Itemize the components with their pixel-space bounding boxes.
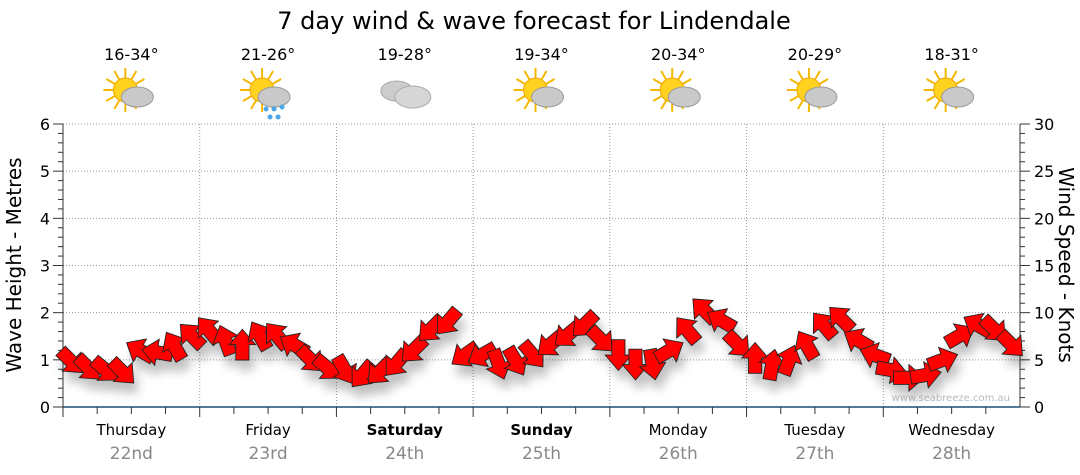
cloud-shape xyxy=(941,86,975,108)
y2-tick-label: 25 xyxy=(1034,162,1054,181)
wind-arrow xyxy=(942,323,975,350)
wind-arrow xyxy=(179,323,208,352)
y-tick-label: 6 xyxy=(40,115,50,134)
rain-drop xyxy=(279,104,285,110)
rain-drop xyxy=(263,106,269,112)
wind-arrow xyxy=(652,338,684,365)
cloud-shape xyxy=(804,86,838,108)
y2-tick-label: 10 xyxy=(1034,304,1054,323)
wind-arrow xyxy=(758,348,787,382)
wind-arrow xyxy=(676,317,703,347)
wind-arrow xyxy=(585,323,613,352)
day-name: Sunday xyxy=(510,421,573,439)
day-name: Thursday xyxy=(95,421,166,439)
day-temperature: 19-34° xyxy=(514,45,569,64)
sun-cloud-icon xyxy=(513,68,564,112)
rain-drop xyxy=(271,106,277,112)
cloud-shape xyxy=(120,86,154,108)
day-name: Monday xyxy=(649,421,708,439)
y2-tick-label: 30 xyxy=(1034,115,1054,134)
sun-cloud-rain-icon xyxy=(240,68,291,120)
wind-arrow xyxy=(604,339,633,372)
wind-arrow xyxy=(106,355,135,384)
wind-arrow xyxy=(978,313,1006,341)
wind-arrow xyxy=(436,305,464,335)
day-temperature: 20-29° xyxy=(788,45,843,64)
cloud-shape xyxy=(667,86,701,108)
cloud-shape xyxy=(531,86,564,108)
y-tick-label: 3 xyxy=(40,257,50,276)
y-axis-label: Wave Height - Metres xyxy=(2,157,26,372)
sun-cloud-icon xyxy=(103,68,154,112)
wind-arrow xyxy=(55,345,83,374)
y-tick-label: 2 xyxy=(40,304,50,323)
sun-cloud-icon xyxy=(650,68,701,112)
wind-arrow xyxy=(401,334,430,362)
day-date: 26th xyxy=(659,444,698,464)
day-date: 22nd xyxy=(110,444,153,464)
day-date: 28th xyxy=(932,444,971,464)
wind-arrow xyxy=(859,341,892,369)
day-name: Tuesday xyxy=(783,421,845,439)
cloud-shape xyxy=(394,85,432,109)
chart-title: 7 day wind & wave forecast for Lindendal… xyxy=(277,7,790,35)
y-tick-label: 1 xyxy=(40,351,50,370)
wind-arrow xyxy=(794,330,821,362)
y2-tick-label: 15 xyxy=(1034,257,1054,276)
wind-arrow xyxy=(501,344,528,376)
y-tick-label: 4 xyxy=(40,209,50,228)
day-date: 24th xyxy=(385,444,424,464)
wind-arrow xyxy=(485,347,512,380)
day-date: 23rd xyxy=(249,444,288,464)
day-temperature: 16-34° xyxy=(104,45,159,64)
day-date: 25th xyxy=(522,444,561,464)
sun-cloud-icon xyxy=(786,68,838,112)
wind-arrow xyxy=(467,341,499,368)
clouds-icon xyxy=(380,80,432,109)
wind-arrow xyxy=(995,328,1023,357)
day-date: 27th xyxy=(795,444,834,464)
wind-arrow xyxy=(740,341,770,374)
day-temperature: 18-31° xyxy=(924,45,979,64)
wind-arrow xyxy=(925,346,959,374)
y2-tick-label: 0 xyxy=(1034,398,1044,417)
wind-arrow xyxy=(829,306,857,335)
wind-arrow xyxy=(812,312,840,342)
day-temperature: 19-28° xyxy=(378,45,433,64)
wind-arrow xyxy=(621,348,650,381)
y2-tick-label: 5 xyxy=(1034,351,1044,370)
rain-drop xyxy=(275,114,281,120)
day-name: Friday xyxy=(245,421,291,439)
wind-arrow xyxy=(706,308,739,335)
wind-arrow xyxy=(775,344,803,378)
y2-axis-label: Wind Speed - Knots xyxy=(1054,167,1078,363)
y2-tick-label: 20 xyxy=(1034,209,1054,228)
cloud-shape xyxy=(257,86,291,108)
day-temperature: 21-26° xyxy=(241,45,296,64)
wind-arrow xyxy=(721,328,750,357)
rain-drop xyxy=(267,114,273,120)
sun-cloud-icon xyxy=(923,68,975,112)
y-tick-label: 0 xyxy=(40,398,50,417)
day-temperature: 20-34° xyxy=(651,45,706,64)
day-name: Saturday xyxy=(367,421,444,439)
day-name: Wednesday xyxy=(908,421,995,439)
y-tick-label: 5 xyxy=(40,162,50,181)
watermark: www.seabreeze.com.au xyxy=(892,393,1010,404)
